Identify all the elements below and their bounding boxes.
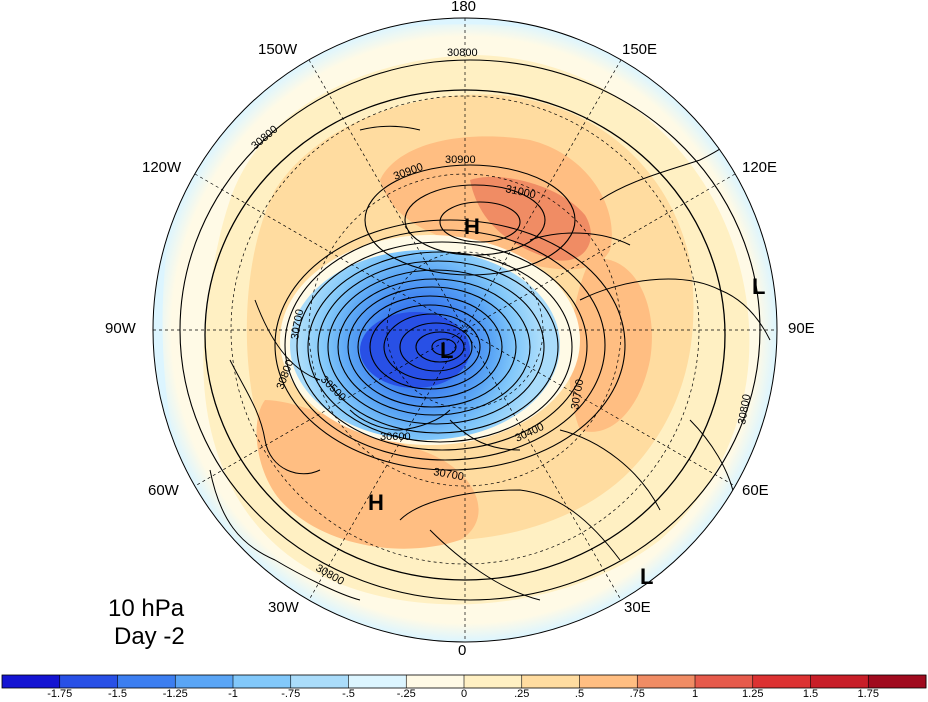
colorbar-swatch	[2, 675, 61, 688]
colorbar-swatch	[464, 675, 523, 688]
colorbar-tick-label: 1.5	[802, 688, 819, 700]
contour-label: 30800	[447, 47, 478, 59]
colorbar-tick-label: .5	[574, 688, 585, 700]
colorbar-swatch	[406, 675, 465, 688]
lon-label-120w: 120W	[142, 159, 182, 176]
colorbar	[1, 674, 927, 689]
contour-label: 30900	[445, 154, 476, 166]
colorbar-tick-label: 1.75	[857, 688, 879, 700]
colorbar-swatch	[117, 675, 176, 688]
pressure-level-title: 10 hPa	[108, 595, 185, 622]
lon-label-60e: 60E	[742, 482, 769, 499]
low-center-polar-vortex: L	[440, 338, 453, 363]
colorbar-swatch	[579, 675, 638, 688]
colorbar-swatch	[290, 675, 349, 688]
colorbar-tick-label: 0	[460, 688, 468, 700]
lon-label-150w: 150W	[258, 41, 298, 58]
lon-label-150e: 150E	[622, 41, 658, 58]
pressure-centers: H L H L L	[368, 214, 765, 589]
lon-label-120e: 120E	[742, 159, 778, 176]
colorbar-swatch	[752, 675, 811, 688]
colorbar-tick-label: .25	[514, 688, 530, 700]
colorbar-tick-label: -1.25	[162, 688, 188, 700]
map-boundary	[152, 17, 778, 643]
colorbar-swatch	[348, 675, 407, 688]
lon-label-30e: 30E	[624, 599, 651, 616]
contour-label: 30700	[569, 378, 586, 410]
colorbar-swatch	[868, 675, 927, 688]
high-center-pacific: H	[464, 214, 480, 239]
colorbar-swatch	[59, 675, 118, 688]
colorbar-swatch	[233, 675, 292, 688]
colorbar-tick-label: .75	[629, 688, 645, 700]
contour-label: 30600	[380, 431, 411, 443]
low-center-africa: L	[640, 564, 653, 589]
graticule	[153, 18, 777, 642]
lon-label-90w: 90W	[105, 320, 136, 337]
low-center-east-asia: L	[752, 274, 765, 299]
contour-label: 30800	[736, 393, 753, 425]
lon-label-180: 180	[451, 0, 477, 15]
contour-label: 30700	[432, 466, 464, 483]
colorbar-tick-label: -1.75	[47, 688, 73, 700]
colorbar-swatch	[175, 675, 234, 688]
colorbar-tick-label: 1.25	[742, 688, 764, 700]
colorbar-tick-label: -1.5	[108, 688, 127, 700]
high-center-atlantic: H	[368, 490, 384, 515]
contour-label: 30700	[289, 308, 306, 340]
colorbar-swatch	[695, 675, 754, 688]
colorbar-swatch	[637, 675, 696, 688]
colorbar-tick-label: -.5	[342, 688, 355, 700]
colorbar-tick-label: -.25	[396, 688, 416, 700]
colorbar-swatch	[521, 675, 580, 688]
lon-label-60w: 60W	[148, 482, 179, 499]
lon-label-30w: 30W	[268, 599, 299, 616]
lon-label-0: 0	[458, 642, 467, 659]
colorbar-swatch	[810, 675, 869, 688]
colorbar-tick-label: -.75	[281, 688, 301, 700]
day-title: Day -2	[114, 623, 185, 650]
lon-label-90e: 90E	[788, 320, 815, 337]
colorbar-tick-label: -1	[228, 688, 238, 700]
colorbar-tick-label: 1	[691, 688, 699, 700]
